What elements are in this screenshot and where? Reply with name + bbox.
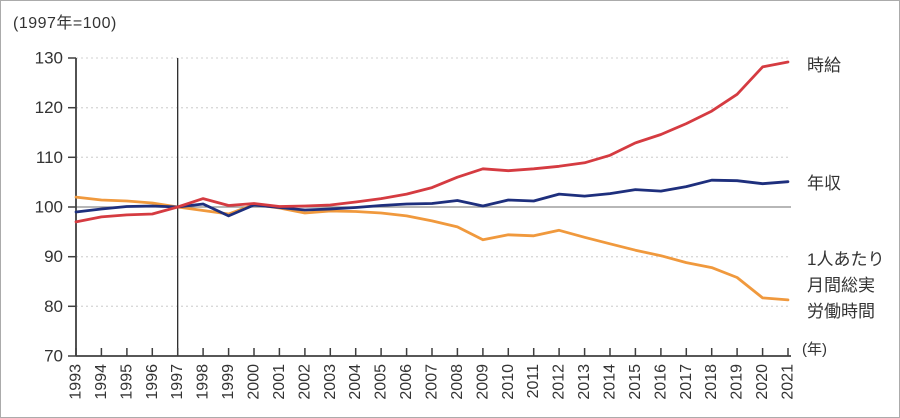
svg-text:90: 90 bbox=[44, 247, 63, 266]
svg-text:1996: 1996 bbox=[144, 364, 161, 400]
svg-text:1997: 1997 bbox=[169, 364, 186, 400]
series-label-working-hours-line3: 労働時間 bbox=[807, 302, 875, 321]
svg-text:1993: 1993 bbox=[68, 364, 85, 400]
svg-text:1998: 1998 bbox=[195, 364, 212, 400]
svg-text:2019: 2019 bbox=[729, 364, 746, 400]
series-label-working-hours: 1人あたり 月間総実 労働時間 bbox=[807, 247, 884, 325]
svg-text:1995: 1995 bbox=[118, 364, 135, 400]
svg-text:1994: 1994 bbox=[93, 364, 110, 400]
svg-text:2012: 2012 bbox=[551, 364, 568, 400]
svg-text:100: 100 bbox=[35, 198, 63, 217]
svg-text:2001: 2001 bbox=[271, 364, 288, 400]
svg-text:2021: 2021 bbox=[780, 364, 797, 400]
svg-text:2014: 2014 bbox=[602, 364, 619, 400]
svg-text:2004: 2004 bbox=[347, 364, 364, 400]
svg-text:2009: 2009 bbox=[474, 364, 491, 400]
svg-text:2002: 2002 bbox=[296, 364, 313, 400]
svg-text:2008: 2008 bbox=[449, 364, 466, 400]
svg-text:2011: 2011 bbox=[525, 364, 542, 399]
series-label-working-hours-line1: 1人あたり bbox=[807, 250, 885, 269]
svg-text:130: 130 bbox=[35, 49, 63, 68]
svg-text:110: 110 bbox=[36, 148, 63, 167]
svg-text:2015: 2015 bbox=[627, 364, 644, 400]
svg-text:2013: 2013 bbox=[576, 364, 593, 400]
series-label-working-hours-line2: 月間総実 bbox=[807, 276, 875, 295]
svg-text:120: 120 bbox=[35, 98, 63, 117]
svg-text:2017: 2017 bbox=[678, 364, 695, 400]
svg-text:70: 70 bbox=[44, 347, 63, 366]
svg-text:2016: 2016 bbox=[652, 364, 669, 400]
svg-text:2005: 2005 bbox=[373, 364, 390, 400]
chart-title: (1997年=100) bbox=[13, 15, 117, 32]
svg-text:2000: 2000 bbox=[246, 364, 263, 400]
svg-text:2010: 2010 bbox=[500, 364, 517, 400]
svg-text:2003: 2003 bbox=[322, 364, 339, 400]
series-label-hourly-wage: 時給 bbox=[807, 56, 841, 75]
x-axis-unit-label: (年) bbox=[802, 341, 827, 358]
svg-text:2006: 2006 bbox=[398, 364, 415, 400]
svg-text:80: 80 bbox=[44, 297, 63, 316]
svg-text:2018: 2018 bbox=[703, 364, 720, 400]
svg-text:1999: 1999 bbox=[220, 364, 237, 400]
series-label-annual-income: 年収 bbox=[807, 174, 841, 193]
svg-text:2020: 2020 bbox=[754, 364, 771, 400]
svg-text:2007: 2007 bbox=[424, 364, 441, 400]
